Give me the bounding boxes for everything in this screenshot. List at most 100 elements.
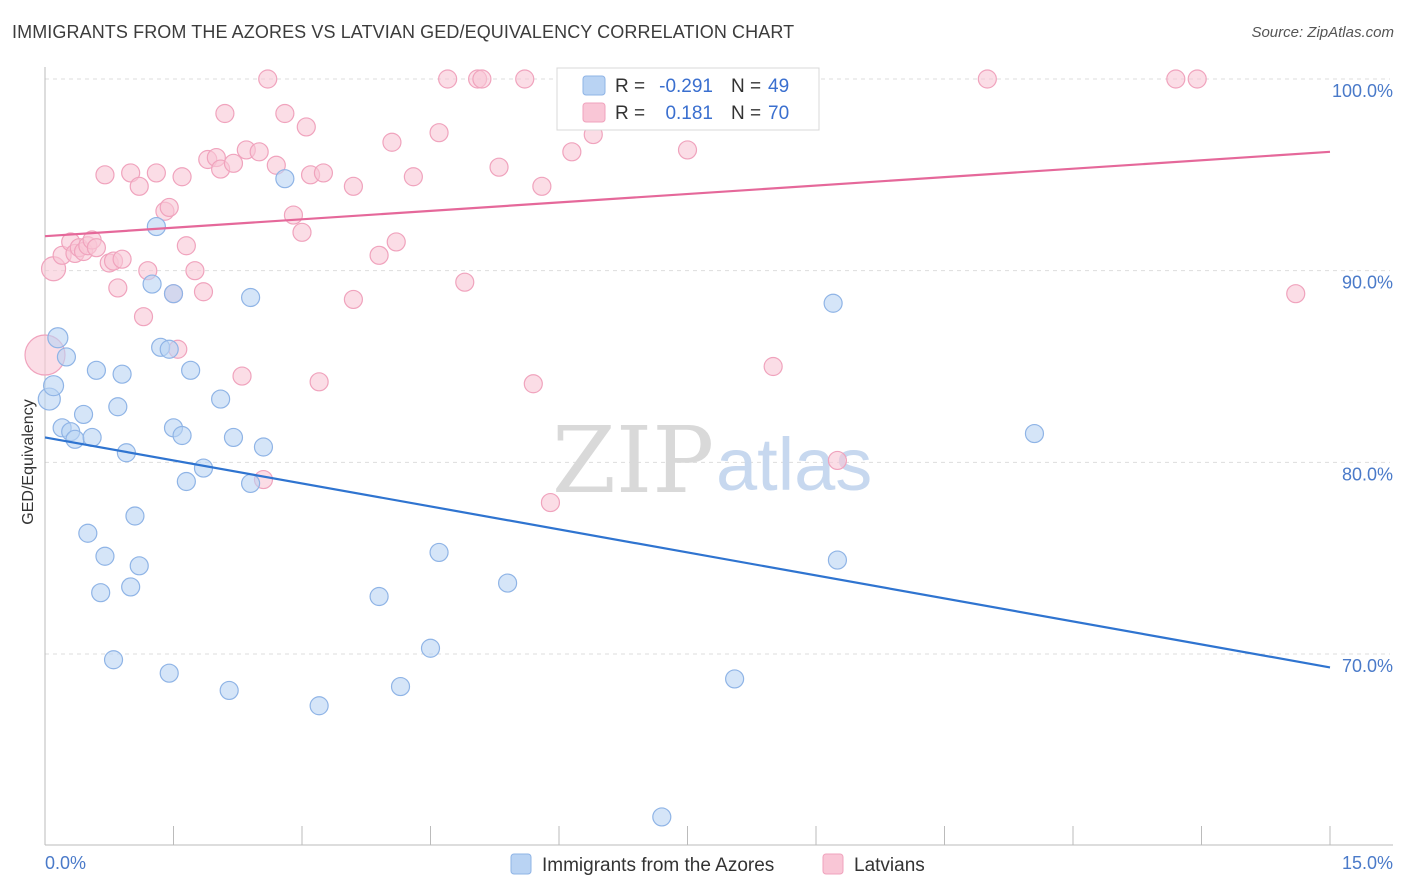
point-azores bbox=[309, 696, 329, 716]
point-latvians bbox=[343, 176, 363, 196]
point-azores bbox=[103, 650, 124, 670]
legend-n-value-latvians: 70 bbox=[768, 103, 789, 124]
point-azores bbox=[219, 680, 239, 701]
point-azores bbox=[181, 360, 201, 380]
point-azores bbox=[56, 347, 77, 367]
x-tick-label-min: 0.0% bbox=[45, 853, 86, 873]
point-azores bbox=[211, 389, 231, 409]
legend-n-value-azores: 49 bbox=[768, 76, 789, 97]
legend-r-label-azores: R = bbox=[615, 76, 645, 97]
watermark-atlas: atlas bbox=[716, 423, 872, 506]
point-azores bbox=[172, 425, 192, 446]
point-latvians bbox=[296, 117, 316, 137]
legend-swatch-azores bbox=[582, 75, 606, 96]
point-latvians bbox=[1166, 69, 1186, 89]
points-layer bbox=[24, 69, 1306, 827]
point-latvians bbox=[249, 142, 269, 162]
point-latvians bbox=[540, 492, 561, 513]
point-azores bbox=[176, 471, 196, 492]
point-azores bbox=[1024, 423, 1045, 444]
point-azores bbox=[91, 583, 111, 603]
chart-title: IMMIGRANTS FROM THE AZORES VS LATVIAN GE… bbox=[12, 22, 795, 42]
point-latvians bbox=[562, 142, 582, 162]
axis-layer: 70.0% 80.0% 90.0% 100.0% 0.0% 15.0% bbox=[44, 67, 1393, 873]
point-azores bbox=[241, 287, 261, 308]
y-tick-label: 90.0% bbox=[1342, 273, 1393, 293]
bottom-legend-swatch-latvians bbox=[822, 853, 844, 875]
point-azores bbox=[86, 360, 107, 380]
point-latvians bbox=[1286, 284, 1306, 304]
bottom-legend-label-latvians: Latvians bbox=[854, 855, 925, 876]
point-latvians bbox=[309, 372, 329, 392]
point-latvians bbox=[382, 132, 402, 152]
point-latvians bbox=[121, 163, 141, 183]
point-azores bbox=[159, 663, 179, 683]
point-latvians bbox=[232, 366, 252, 386]
point-latvians bbox=[215, 103, 235, 124]
series-legend: Immigrants from the Azores Latvians bbox=[510, 853, 925, 876]
watermark-zip: ZIP bbox=[552, 407, 714, 514]
point-azores bbox=[652, 807, 672, 827]
point-latvians bbox=[159, 197, 179, 218]
point-latvians bbox=[95, 165, 115, 185]
trendline-azores bbox=[44, 436, 1331, 669]
point-azores bbox=[275, 169, 295, 189]
point-azores bbox=[73, 404, 94, 425]
point-azores bbox=[193, 458, 214, 478]
point-azores bbox=[78, 523, 98, 543]
point-latvians bbox=[193, 282, 214, 302]
grid-layer bbox=[45, 78, 1390, 655]
point-latvians bbox=[532, 176, 552, 196]
source-credit: Source: ZipAtlas.com bbox=[1251, 24, 1394, 41]
point-latvians bbox=[369, 245, 389, 265]
point-azores bbox=[65, 429, 85, 449]
point-latvians bbox=[112, 249, 132, 269]
point-latvians bbox=[185, 261, 205, 281]
point-latvians bbox=[275, 103, 295, 124]
point-latvians bbox=[515, 69, 535, 89]
point-latvians bbox=[438, 69, 458, 89]
point-azores bbox=[498, 573, 518, 593]
point-azores bbox=[725, 669, 745, 689]
point-azores bbox=[125, 506, 145, 526]
point-azores bbox=[241, 473, 261, 494]
point-latvians bbox=[1187, 69, 1207, 89]
point-latvians bbox=[283, 205, 304, 225]
point-azores bbox=[223, 427, 244, 448]
point-azores bbox=[253, 437, 274, 457]
point-latvians bbox=[86, 238, 107, 258]
point-azores bbox=[369, 586, 389, 607]
legend-r-label-latvians: R = bbox=[615, 103, 645, 124]
point-azores bbox=[42, 375, 65, 397]
point-latvians bbox=[258, 69, 278, 89]
point-latvians bbox=[133, 307, 154, 327]
point-latvians bbox=[489, 157, 509, 177]
point-latvians bbox=[343, 289, 363, 310]
point-latvians bbox=[763, 356, 783, 377]
point-latvians bbox=[455, 272, 475, 292]
point-latvians bbox=[129, 176, 149, 196]
point-latvians bbox=[313, 163, 334, 183]
legend-n-label-latvians: N = bbox=[731, 103, 761, 124]
point-latvians bbox=[292, 222, 312, 242]
point-azores bbox=[129, 556, 149, 576]
point-latvians bbox=[386, 232, 406, 252]
point-azores bbox=[429, 542, 449, 563]
point-latvians bbox=[472, 69, 492, 89]
point-azores bbox=[159, 339, 179, 359]
point-latvians bbox=[827, 450, 848, 471]
y-tick-label: 100.0% bbox=[1332, 81, 1393, 101]
legend-n-label-azores: N = bbox=[731, 76, 761, 97]
bottom-legend-swatch-azores bbox=[510, 853, 532, 875]
legend-swatch-latvians bbox=[582, 102, 606, 123]
trend-layer bbox=[44, 150, 1331, 669]
point-azores bbox=[390, 676, 411, 697]
point-azores bbox=[163, 284, 184, 304]
watermark: ZIP atlas bbox=[552, 407, 872, 514]
stats-legend: R = -0.291 N = 49 R = 0.181 N = 70 bbox=[556, 67, 820, 131]
point-azores bbox=[146, 216, 166, 237]
point-latvians bbox=[429, 123, 449, 143]
point-latvians bbox=[146, 163, 166, 183]
point-azores bbox=[420, 638, 441, 658]
